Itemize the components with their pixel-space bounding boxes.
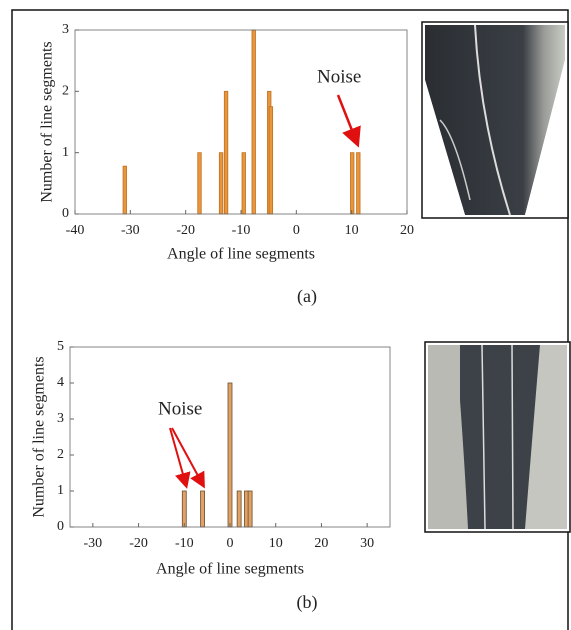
bar [200,490,205,528]
annotation: Noise [158,398,202,419]
x-tick-label: 10 [269,536,283,551]
x-tick-label: -20 [176,223,195,238]
bar [218,152,224,215]
frame [11,9,569,630]
y-tick-label: 1 [57,483,64,498]
x-axis-label: Angle of line segments [167,246,315,263]
arrow [336,94,361,148]
caption: (b) [297,592,318,613]
bar [181,490,187,528]
x-tick-label: -30 [84,536,103,551]
bar [350,152,355,215]
y-tick-label: 4 [57,375,64,390]
y-tick-label: 0 [62,206,69,221]
bar [223,90,229,215]
y-tick-label: 2 [62,84,69,99]
arrow [171,427,205,489]
x-tick-label: 30 [360,536,374,551]
x-tick-label: -10 [175,536,194,551]
y-tick-label: 0 [57,519,64,534]
photo-a [421,21,569,219]
x-tick-label: -10 [232,223,251,238]
y-tick-label: 3 [57,411,64,426]
y-tick-label: 2 [57,447,64,462]
bar [241,152,246,215]
x-tick-label: 0 [227,536,234,551]
y-tick-label: 1 [62,145,69,160]
x-tick-label: -20 [129,536,148,551]
y-axis-label: Number of line segments [39,41,56,202]
bar [236,490,242,528]
x-axis-label: Angle of line segments [156,561,304,578]
x-tick-label: 0 [293,223,300,238]
bar [251,29,256,215]
caption: (a) [297,286,317,307]
photo-b [424,341,571,533]
x-tick-label: -30 [121,223,140,238]
arrow [169,427,191,489]
bar [122,165,127,215]
bar [356,152,361,215]
annotation: Noise [317,66,361,87]
x-tick-label: 20 [400,223,414,238]
y-tick-label: 5 [57,339,64,354]
y-tick-label: 3 [62,22,69,37]
bar [247,490,253,528]
x-tick-label: -40 [66,223,85,238]
bar [227,382,233,528]
x-tick-label: 10 [345,223,359,238]
bar [197,152,202,215]
x-tick-label: 20 [314,536,328,551]
y-axis-label: Number of line segments [31,356,48,517]
bar [268,106,274,215]
